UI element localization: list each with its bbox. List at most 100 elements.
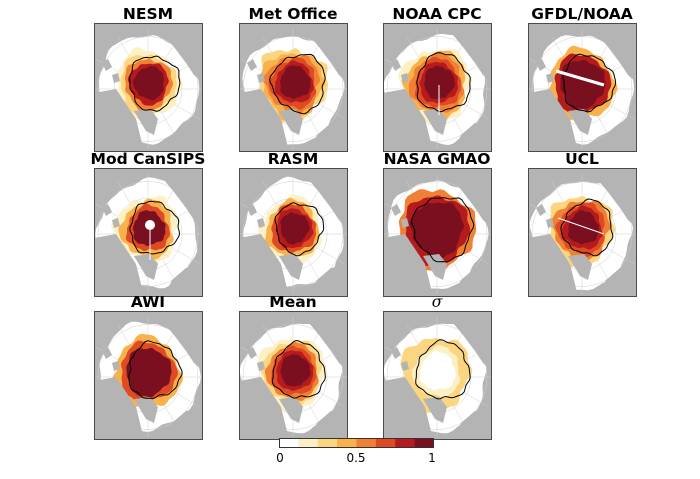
- colorbar-tick-label: 0: [276, 451, 284, 465]
- land-mass: [568, 109, 592, 135]
- concentration-field: [280, 65, 311, 99]
- data-gap-line: [555, 69, 605, 87]
- panel-frame: [239, 23, 348, 152]
- panel-frame: [94, 23, 203, 152]
- panel-title-sigma: σ: [431, 293, 443, 311]
- land-mass: [528, 168, 554, 194]
- ice-edge-contour: [128, 340, 183, 399]
- map-panel-nasa-gmao: [383, 168, 492, 297]
- ice-edge-contour: [415, 339, 471, 400]
- land-mass: [94, 311, 120, 337]
- map-panel-awi: [94, 311, 203, 440]
- concentration-field: [416, 206, 457, 252]
- panel-title-nasa-gmao: NASA GMAO: [383, 150, 491, 168]
- ice-edge-contour: [560, 198, 614, 257]
- colorbar-frame: [279, 438, 434, 448]
- land-mass: [112, 73, 120, 83]
- ice-edge-contour: [410, 197, 475, 263]
- land-mass: [152, 168, 203, 228]
- land-mass: [423, 254, 447, 280]
- colorbar-segment: [279, 438, 299, 448]
- land-mass: [441, 23, 492, 83]
- ice-edge-contour: [269, 53, 326, 115]
- panel-frame: [239, 168, 348, 297]
- land-mass: [94, 234, 144, 297]
- ice-edge-contour: [416, 52, 471, 113]
- land-mass: [247, 204, 257, 216]
- ice-edge-contour: [274, 202, 325, 257]
- land-mass: [586, 168, 637, 228]
- land-mass: [102, 204, 112, 216]
- panel-title-awi: AWI: [130, 293, 166, 311]
- land-mass: [134, 254, 158, 280]
- land-mass: [239, 168, 265, 194]
- land-mass: [383, 23, 409, 49]
- panel-title-met-office: Met Office: [248, 5, 338, 23]
- land-mass: [546, 218, 554, 228]
- land-mass: [279, 109, 303, 135]
- land-mass: [528, 23, 554, 49]
- land-mass: [309, 409, 348, 440]
- land-mass: [164, 266, 203, 297]
- land-mass: [383, 234, 433, 297]
- concentration-field: [419, 350, 456, 391]
- land-mass: [383, 89, 433, 152]
- land-mass: [112, 218, 120, 228]
- land-mass: [423, 397, 447, 423]
- land-mass: [102, 347, 112, 359]
- land-mass: [297, 168, 348, 228]
- ice-edge-contour: [129, 200, 181, 255]
- land-mass: [401, 218, 409, 228]
- land-mass: [279, 254, 303, 280]
- land-mass: [536, 59, 546, 71]
- map-panel-mod-cansips: [94, 168, 203, 297]
- map-panel-mean: [239, 311, 348, 440]
- land-mass: [598, 121, 637, 152]
- map-panel-rasm: [239, 168, 348, 297]
- land-mass: [309, 121, 348, 152]
- map-panel-ucl: [528, 168, 637, 297]
- land-mass: [383, 168, 409, 194]
- panel-title-mod-cansips: Mod CanSIPS: [90, 150, 206, 168]
- land-mass: [239, 23, 265, 49]
- panel-frame: [528, 23, 637, 152]
- colorbar-segment: [375, 438, 396, 448]
- panel-frame: [94, 168, 203, 297]
- panel-title-mean: Mean: [269, 293, 317, 311]
- colorbar-segment: [298, 438, 319, 448]
- panel-title-gfdl-noaa: GFDL/NOAA: [531, 5, 633, 23]
- land-mass: [164, 121, 203, 152]
- data-gap-line: [557, 217, 605, 235]
- land-mass: [568, 254, 592, 280]
- colorbar-tick-label: 0.5: [346, 451, 366, 465]
- land-mass: [546, 73, 554, 83]
- map-panel-met-office: [239, 23, 348, 152]
- ice-edge-contour: [129, 55, 181, 112]
- land-mass: [453, 266, 492, 297]
- colorbar-segment: [414, 438, 434, 448]
- panel-frame: [383, 168, 492, 297]
- land-mass: [383, 377, 433, 440]
- land-mass: [239, 234, 289, 297]
- land-mass: [441, 311, 492, 371]
- pole-hole: [145, 220, 155, 230]
- land-mass: [102, 59, 112, 71]
- land-mass: [401, 73, 409, 83]
- panel-frame: [383, 23, 492, 152]
- land-mass: [134, 397, 158, 423]
- panel-title-ucl: UCL: [565, 150, 599, 168]
- land-mass: [134, 109, 158, 135]
- land-mass: [391, 347, 401, 359]
- land-mass: [239, 311, 265, 337]
- colorbar-segment: [356, 438, 377, 448]
- concentration-field: [280, 212, 310, 245]
- map-panel-noaa-cpc: [383, 23, 492, 152]
- land-mass: [536, 204, 546, 216]
- land-mass: [297, 23, 348, 83]
- concentration-field: [132, 66, 164, 101]
- panel-title-rasm: RASM: [267, 150, 319, 168]
- land-mass: [94, 23, 120, 49]
- land-mass: [453, 409, 492, 440]
- colorbar-segment: [395, 438, 415, 448]
